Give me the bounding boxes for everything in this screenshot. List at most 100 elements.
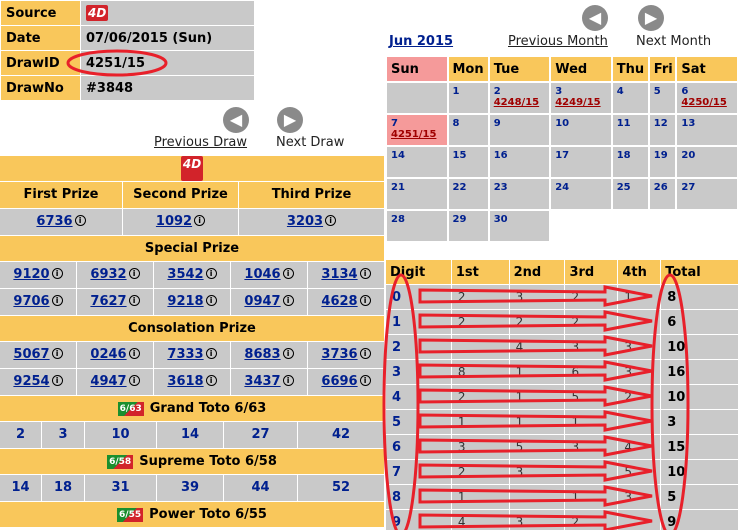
calendar-day-cell[interactable]: 4 <box>610 81 650 115</box>
toto-number: 27 <box>224 422 298 448</box>
prize-number[interactable]: 9218 <box>167 294 204 309</box>
info-icon[interactable]: i <box>51 375 63 386</box>
info-icon[interactable]: i <box>205 268 217 279</box>
prize-number[interactable]: 9254 <box>13 374 50 389</box>
grand-toto-title: Grand Toto 6/63 <box>149 400 267 416</box>
prize-number[interactable]: 4947 <box>90 374 127 389</box>
info-icon[interactable]: i <box>205 295 217 306</box>
calendar-day-number: 9 <box>493 118 501 129</box>
previous-draw-link[interactable]: Previous Draw <box>154 135 248 150</box>
calendar-day-cell[interactable]: 7 4251/15 <box>385 113 449 147</box>
first-prize-number[interactable]: 6736 <box>36 214 73 229</box>
prize-number[interactable]: 3736 <box>321 347 358 362</box>
info-icon[interactable]: i <box>282 348 294 359</box>
prize-number[interactable]: 7333 <box>167 347 204 362</box>
next-draw-arrow-icon[interactable]: ▶ <box>277 107 303 133</box>
info-icon[interactable]: i <box>282 375 294 386</box>
prize-number[interactable]: 3134 <box>321 267 358 282</box>
next-month-link[interactable]: Next Month <box>636 34 712 49</box>
info-icon[interactable]: i <box>359 348 371 359</box>
calendar-month-title[interactable]: Jun 2015 <box>389 34 454 49</box>
info-icon[interactable]: i <box>128 295 140 306</box>
calendar-draw-link[interactable]: 4251/15 <box>391 129 437 140</box>
calendar-draw-link[interactable]: 4248/15 <box>493 97 540 108</box>
info-icon[interactable]: i <box>359 268 371 279</box>
third-prize-number[interactable]: 3203 <box>286 214 324 229</box>
next-month-arrow-icon[interactable]: ▶ <box>638 5 664 31</box>
info-icon[interactable]: i <box>359 295 371 306</box>
digit-cell: 7 <box>385 459 452 485</box>
prize-number[interactable]: 3542 <box>167 267 204 282</box>
calendar-day-cell[interactable]: 20 <box>675 145 739 179</box>
prize-number[interactable]: 4628 <box>321 294 358 309</box>
calendar-day-cell[interactable]: 13 <box>675 113 739 147</box>
calendar-day-cell[interactable]: 10 <box>549 113 613 147</box>
calendar-day-cell[interactable]: 5 <box>647 81 678 115</box>
prize-number[interactable]: 5067 <box>13 347 50 362</box>
calendar-day-cell[interactable]: 28 <box>385 209 449 243</box>
calendar-day-cell[interactable]: 2 4248/15 <box>487 81 552 115</box>
info-icon[interactable]: i <box>282 295 294 306</box>
info-icon[interactable]: i <box>205 348 217 359</box>
info-icon[interactable]: i <box>359 375 371 386</box>
info-icon[interactable]: i <box>128 375 140 386</box>
calendar-day-cell[interactable]: 15 <box>446 145 490 179</box>
calendar-day-cell[interactable]: 18 <box>610 145 650 179</box>
info-icon[interactable]: i <box>282 268 294 279</box>
calendar-draw-link[interactable]: 4250/15 <box>681 97 727 108</box>
prize-number[interactable]: 9120 <box>13 267 50 282</box>
previous-month-link[interactable]: Previous Month <box>508 34 608 49</box>
count-cell: 2 <box>564 309 619 335</box>
drawid-value: 4251/15 <box>80 50 255 76</box>
calendar-day-cell[interactable]: 22 <box>446 177 490 211</box>
prize-number[interactable]: 3618 <box>167 374 204 389</box>
prize-number[interactable]: 6696 <box>321 374 358 389</box>
previous-draw-arrow-icon[interactable]: ◀ <box>223 107 249 133</box>
info-icon[interactable]: i <box>51 268 63 279</box>
calendar-day-cell[interactable]: 3 4249/15 <box>549 81 613 115</box>
next-draw-link[interactable]: Next Draw <box>276 135 345 150</box>
calendar-day-cell[interactable]: 25 <box>610 177 650 211</box>
prize-number[interactable]: 0246 <box>90 347 127 362</box>
info-icon[interactable]: i <box>51 348 63 359</box>
calendar-day-cell[interactable]: 1 <box>446 81 490 115</box>
calendar-day-number: 11 <box>616 118 631 129</box>
calendar-day-cell[interactable]: 17 <box>549 145 613 179</box>
info-icon[interactable]: i <box>128 348 140 359</box>
calendar-day-cell[interactable]: 29 <box>446 209 490 243</box>
calendar-draw-link[interactable]: 4249/15 <box>555 97 601 108</box>
calendar-day-cell[interactable]: 21 <box>385 177 449 211</box>
info-icon[interactable]: i <box>128 268 140 279</box>
info-icon[interactable]: i <box>194 215 206 226</box>
calendar-day-cell[interactable]: 8 <box>446 113 490 147</box>
info-icon[interactable]: i <box>205 375 217 386</box>
calendar-day-cell[interactable]: 23 <box>487 177 552 211</box>
calendar-day-cell[interactable]: 24 <box>549 177 613 211</box>
calendar-day-cell[interactable]: 19 <box>647 145 678 179</box>
calendar-day-cell[interactable]: 16 <box>487 145 552 179</box>
prize-number[interactable]: 1046 <box>244 267 281 282</box>
calendar-day-cell[interactable]: 30 <box>487 209 552 243</box>
info-icon[interactable]: i <box>325 215 337 226</box>
calendar-day-cell[interactable]: 26 <box>647 177 678 211</box>
info-icon[interactable]: i <box>74 215 86 226</box>
prize-number[interactable]: 8683 <box>244 347 281 362</box>
calendar-day-cell[interactable]: 14 <box>385 145 449 179</box>
prize-number[interactable]: 9706 <box>13 294 50 309</box>
info-icon[interactable]: i <box>51 295 63 306</box>
calendar-day-cell[interactable]: 11 <box>610 113 650 147</box>
calendar-day-header: Wed <box>549 55 613 83</box>
second-prize-number[interactable]: 1092 <box>155 214 193 229</box>
previous-month-arrow-icon[interactable]: ◀ <box>582 5 608 31</box>
count-cell: 1 <box>450 409 510 435</box>
prize-number[interactable]: 6932 <box>90 267 127 282</box>
calendar-day-cell[interactable]: 9 <box>487 113 552 147</box>
calendar-day-cell[interactable]: 27 <box>675 177 739 211</box>
calendar-day-cell[interactable]: 12 <box>647 113 678 147</box>
calendar-day-number: 21 <box>391 182 405 193</box>
prize-number[interactable]: 7627 <box>90 294 127 309</box>
prize-number[interactable]: 3437 <box>244 374 281 389</box>
calendar-day-cell[interactable]: 6 4250/15 <box>675 81 739 115</box>
prize-number[interactable]: 0947 <box>244 294 281 309</box>
